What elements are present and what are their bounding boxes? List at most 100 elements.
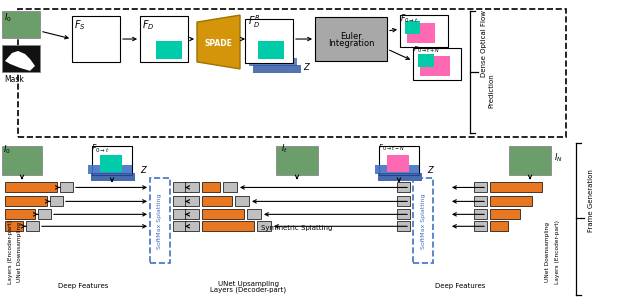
- Bar: [474, 196, 487, 206]
- Bar: [474, 221, 487, 231]
- Text: Z: Z: [140, 166, 146, 175]
- Bar: [387, 155, 409, 171]
- Text: Integration: Integration: [328, 39, 374, 48]
- Bar: [91, 173, 135, 181]
- Bar: [223, 182, 237, 192]
- Bar: [185, 182, 199, 192]
- Bar: [407, 23, 435, 43]
- Text: Layers (Decoder-part): Layers (Decoder-part): [210, 287, 286, 293]
- Bar: [202, 221, 254, 231]
- Bar: [5, 209, 35, 219]
- Text: $I_0$: $I_0$: [4, 11, 12, 24]
- Bar: [92, 146, 132, 176]
- Text: $F_{0 \rightarrow t+N}$: $F_{0 \rightarrow t+N}$: [413, 45, 440, 55]
- Text: Layers (Encoder-part): Layers (Encoder-part): [8, 220, 13, 284]
- Bar: [397, 221, 410, 231]
- Text: $I_0$: $I_0$: [3, 144, 11, 156]
- Bar: [247, 209, 261, 219]
- Text: Prediction: Prediction: [488, 73, 494, 108]
- Bar: [202, 182, 220, 192]
- Bar: [88, 165, 132, 174]
- Text: $F_D^R$: $F_D^R$: [248, 13, 260, 30]
- Text: SoftMax Splatting: SoftMax Splatting: [157, 193, 163, 248]
- Bar: [185, 196, 199, 206]
- Bar: [397, 209, 410, 219]
- Bar: [509, 146, 551, 176]
- Bar: [173, 221, 186, 231]
- Bar: [173, 209, 186, 219]
- Bar: [173, 196, 186, 206]
- Bar: [490, 221, 508, 231]
- Bar: [235, 196, 249, 206]
- Bar: [185, 221, 199, 231]
- Bar: [38, 209, 51, 219]
- Bar: [375, 165, 419, 174]
- Text: Deep Features: Deep Features: [58, 283, 108, 289]
- Text: Layers (Encoder-part): Layers (Encoder-part): [554, 220, 559, 284]
- Text: $F_{0 \rightarrow t}$: $F_{0 \rightarrow t}$: [400, 12, 419, 24]
- Bar: [60, 182, 73, 192]
- Bar: [150, 178, 170, 263]
- Bar: [418, 54, 434, 67]
- Bar: [202, 209, 244, 219]
- Bar: [140, 16, 188, 62]
- Bar: [257, 221, 271, 231]
- Bar: [315, 17, 387, 61]
- Bar: [397, 182, 410, 192]
- Bar: [253, 65, 301, 73]
- Text: SoftMax Splatting: SoftMax Splatting: [420, 193, 426, 248]
- Polygon shape: [5, 51, 35, 71]
- Bar: [276, 146, 318, 176]
- Bar: [474, 209, 487, 219]
- Text: $I_t$: $I_t$: [280, 143, 287, 155]
- Bar: [156, 41, 182, 59]
- Bar: [400, 15, 448, 47]
- Bar: [258, 41, 284, 59]
- Bar: [50, 196, 63, 206]
- Text: Euler: Euler: [340, 32, 362, 40]
- Bar: [173, 182, 186, 192]
- Text: $I_N$: $I_N$: [554, 151, 563, 164]
- Bar: [18, 9, 566, 137]
- Text: Deep Features: Deep Features: [435, 283, 485, 289]
- Text: $F_D$: $F_D$: [142, 18, 154, 32]
- Bar: [2, 45, 40, 72]
- Text: UNet Downsampling: UNet Downsampling: [17, 222, 22, 282]
- Text: $F_{0 \rightarrow t}$: $F_{0 \rightarrow t}$: [91, 143, 109, 155]
- Bar: [72, 16, 120, 62]
- Text: Z: Z: [427, 166, 433, 175]
- Bar: [202, 196, 232, 206]
- Bar: [378, 173, 422, 181]
- Bar: [405, 21, 420, 34]
- Bar: [249, 58, 297, 66]
- Text: Dense Optical Flow: Dense Optical Flow: [481, 9, 487, 76]
- Polygon shape: [197, 15, 240, 69]
- Text: Symmetric Splatting: Symmetric Splatting: [261, 225, 333, 231]
- Bar: [100, 155, 122, 171]
- Bar: [490, 182, 542, 192]
- Bar: [474, 182, 487, 192]
- Bar: [185, 209, 199, 219]
- Bar: [413, 48, 461, 80]
- Text: UNet Upsampling: UNet Upsampling: [218, 281, 278, 287]
- Text: SPADE: SPADE: [204, 39, 232, 47]
- Bar: [5, 196, 47, 206]
- Bar: [245, 19, 293, 63]
- Bar: [397, 196, 410, 206]
- Bar: [5, 182, 57, 192]
- Text: UNet Downsampling: UNet Downsampling: [545, 222, 550, 282]
- Text: Frame Generation: Frame Generation: [588, 169, 594, 232]
- Text: Z: Z: [303, 63, 308, 73]
- Bar: [379, 146, 419, 176]
- Bar: [420, 56, 450, 76]
- Bar: [26, 221, 39, 231]
- Bar: [2, 11, 40, 38]
- Text: $F_{0 \rightarrow t-N}$: $F_{0 \rightarrow t-N}$: [378, 143, 404, 153]
- Bar: [2, 146, 42, 176]
- Text: Mask: Mask: [4, 75, 24, 84]
- Bar: [490, 196, 532, 206]
- Bar: [5, 221, 23, 231]
- Bar: [413, 178, 433, 263]
- Text: $F_S$: $F_S$: [74, 18, 86, 32]
- Bar: [490, 209, 520, 219]
